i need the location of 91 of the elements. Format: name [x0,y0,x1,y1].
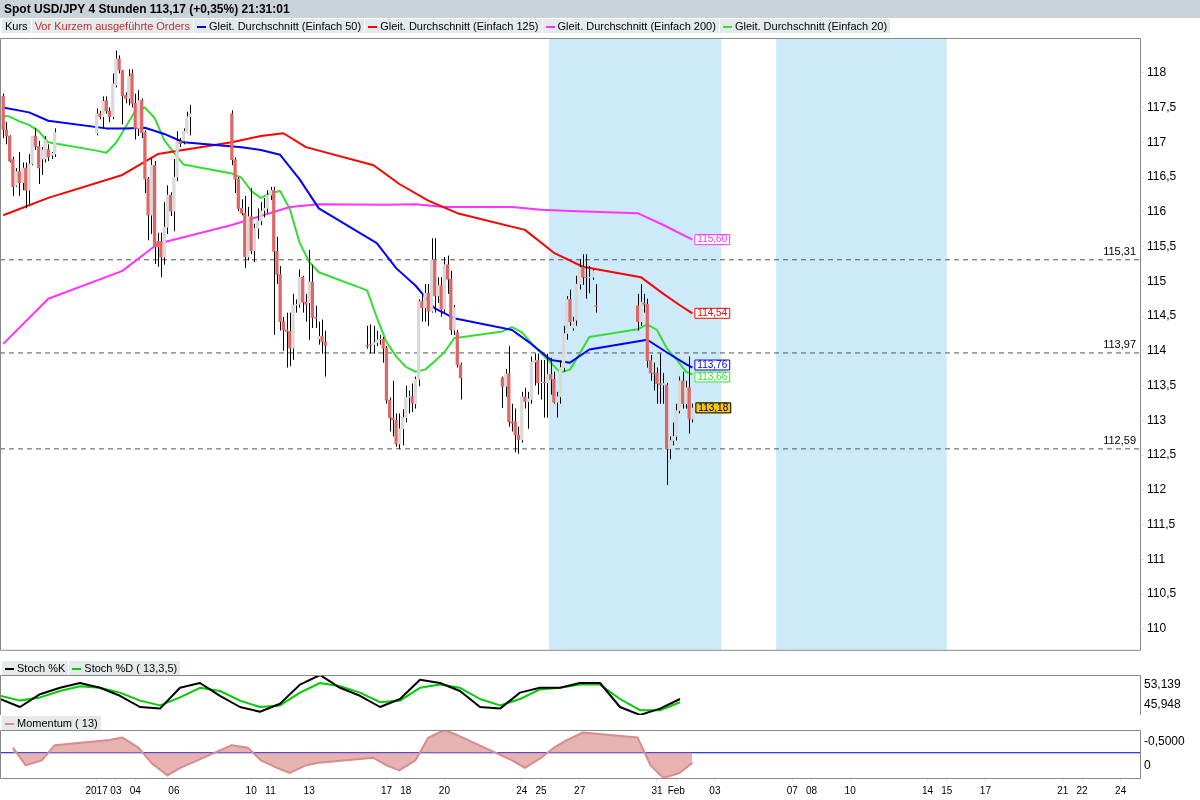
chart-title: Spot USD/JPY 4 Stunden 113,17 (+0,35%) 21:31:01 [0,0,1200,18]
x-tick-label: 20 [438,784,451,796]
candlestick [684,380,688,410]
x-tick-label: 31 [651,784,663,796]
candlestick [536,353,540,396]
y-tick-label: 113,5 [1147,377,1177,392]
candlestick [452,304,456,336]
y-tick-label: 111 [1147,551,1166,566]
ref-line-label: 115,31 [1103,245,1136,258]
legend-label: Gleit. Durchschnitt (Einfach 200) [542,19,720,33]
y-tick-label: 115 [1147,273,1167,288]
x-tick-label: 11 [265,784,277,796]
x-tick-label: 24 [1115,784,1127,796]
candlestick [365,325,369,350]
candlestick [252,223,257,263]
annotation: 113,66 [697,370,728,382]
annotation: 115,60 [697,233,728,245]
legend-label: Stoch %D ( 13,3,5) [69,661,182,675]
candlestick [594,283,598,314]
candlestick [426,283,430,327]
candlestick [668,435,672,460]
y-tick-label: 112,5 [1147,447,1177,462]
x-tick-label: 22 [1076,784,1089,796]
x-tick-label: 18 [400,784,412,796]
candlestick [545,353,550,419]
x-tick-label: 13 [303,784,316,796]
y-tick-label: 116 [1147,204,1167,219]
x-tick-label: Feb [667,784,686,796]
y-tick-label: 117,5 [1147,99,1177,114]
x-tick-label: 06 [168,784,180,796]
legend-label: Gleit. Durchschnitt (Einfach 50) [193,19,366,33]
candlestick [265,189,269,214]
x-tick-label: 04 [129,784,142,796]
x-tick-label: 17 [979,784,992,796]
x-tick-label: 25 [535,784,548,796]
y-tick-label: 116,5 [1147,169,1177,184]
candlestick [568,289,572,327]
ref-line-label: 112,59 [1103,434,1136,447]
x-tick-label: 10 [245,784,258,796]
x-tick-label: 08 [805,784,818,796]
candlestick [423,283,427,323]
candlestick [639,283,643,327]
x-tick-label: 10 [844,784,857,796]
candlestick [539,359,543,401]
candlestick [636,293,640,332]
x-tick-label: 24 [516,784,528,796]
candlestick [420,293,424,323]
x-tick-label: 2017 [85,784,109,796]
legend-label: Gleit. Durchschnitt (Einfach 125) [365,19,543,33]
y-tick-label: 114,5 [1147,308,1177,323]
candlestick [368,323,372,355]
legend-title: Kurs [2,19,32,33]
legend-label: Gleit. Durchschnitt (Einfach 20) [719,19,892,33]
candlestick [159,232,163,278]
y-tick-label: 117 [1147,134,1167,149]
y-tick-label: 110,5 [1147,586,1177,601]
text: -0,5000 [1144,734,1186,749]
candlestick [410,383,414,413]
x-tick-label: 21 [1057,784,1069,796]
x-tick-label: 15 [941,784,953,796]
text: 0 [1144,758,1151,773]
candlestick [500,376,504,409]
text: Vor Kurzem ausgeführte Orders [31,19,194,33]
x-tick-label: 03 [709,784,721,796]
text: 45,948 [1144,697,1182,712]
y-tick-label: 118 [1147,65,1167,80]
candlestick [17,151,21,197]
y-tick-label: 112 [1147,482,1167,497]
x-tick-label: 14 [921,784,934,796]
legend-label: Momentum ( 13) [2,716,102,730]
text: 53,139 [1144,677,1182,692]
y-tick-label: 111,5 [1147,516,1176,531]
candlestick [436,276,440,304]
candlestick [378,334,382,346]
x-tick-label: 27 [574,784,586,796]
candlestick [513,408,517,453]
candlestick [584,253,588,300]
legend-label: Stoch %K [2,661,70,675]
annotation: 113,76 [697,358,728,370]
y-tick-label: 115,5 [1147,238,1177,253]
y-tick-label: 114 [1147,343,1167,358]
annotation: 113,18 [698,401,729,413]
candlestick [24,161,28,209]
candlestick [681,371,685,410]
annotation: 114,54 [697,307,728,319]
y-tick-label: 110 [1147,621,1167,636]
x-tick-label: 17 [380,784,393,796]
x-tick-label: 07 [786,784,799,796]
y-tick-label: 113 [1147,412,1167,427]
x-tick-label: 03 [110,784,122,796]
ref-line-label: 113,97 [1103,338,1136,351]
